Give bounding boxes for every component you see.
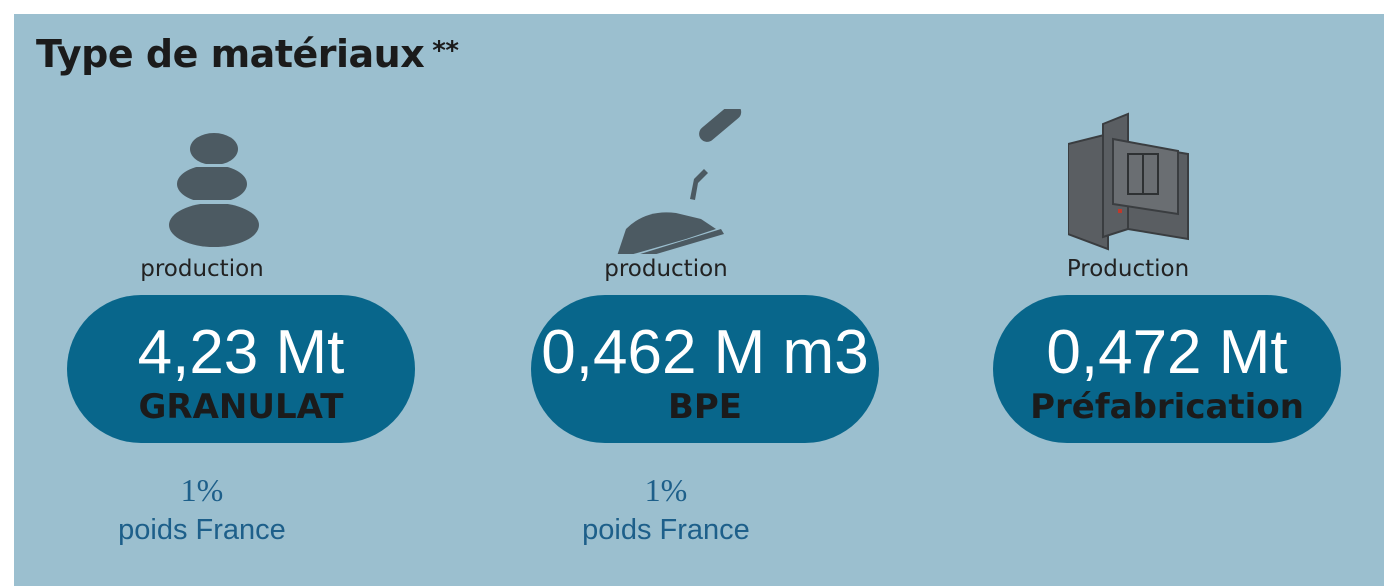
- card: Production 0,472 Mt Préfabrication: [948, 14, 1341, 586]
- card-name: Préfabrication: [1030, 387, 1304, 427]
- value-pill: 0,462 M m3 BPE: [531, 295, 879, 443]
- card-value: 0,462 M m3: [541, 318, 869, 387]
- card-label: production: [140, 256, 264, 282]
- title-block: Type de matériaux **: [36, 32, 459, 76]
- panel: Type de matériaux ** production 4,23 Mt GRA…: [14, 14, 1384, 586]
- card-share: 1%: [644, 472, 688, 508]
- card-name: GRANULAT: [138, 387, 344, 427]
- value-pill: 0,472 Mt Préfabrication: [993, 295, 1341, 443]
- card-name: BPE: [667, 387, 743, 427]
- card-value: 0,472 Mt: [1046, 318, 1288, 387]
- card: production 0,462 M m3 BPE 1% poids France: [486, 14, 879, 586]
- card: production 4,23 Mt GRANULAT 1% poids France: [22, 14, 415, 586]
- card-share-label: poids France: [118, 514, 286, 546]
- panels-icon: [1068, 112, 1189, 251]
- stones-icon: [167, 133, 262, 247]
- card-share: 1%: [180, 472, 224, 508]
- card-share-label: poids France: [582, 514, 750, 546]
- title: Type de matériaux: [36, 32, 425, 76]
- trowel-icon: [617, 109, 742, 254]
- card-label: Production: [1066, 256, 1190, 282]
- title-note: **: [432, 36, 459, 66]
- value-pill: 4,23 Mt GRANULAT: [67, 295, 415, 443]
- card-label: production: [604, 256, 728, 282]
- card-value: 4,23 Mt: [137, 318, 345, 387]
